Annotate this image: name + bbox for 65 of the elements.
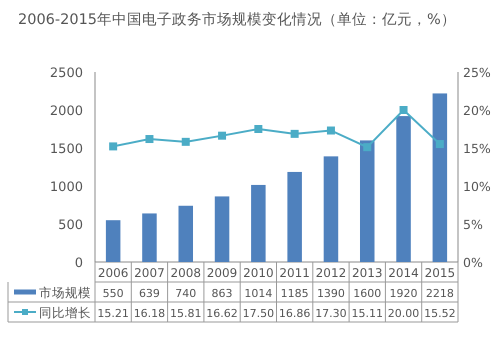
y2-tick-label: 15%	[463, 141, 491, 156]
point	[400, 106, 408, 114]
point	[254, 125, 262, 133]
x-tick-label: 2011	[279, 266, 310, 280]
point	[145, 135, 154, 144]
y-tick-label: 1500	[50, 142, 83, 157]
data-label: 20.00	[388, 307, 420, 320]
x-tick-label: 2007	[134, 266, 165, 280]
y-tick-label: 2000	[50, 104, 83, 119]
bar	[324, 156, 338, 262]
y-tick-label: 0	[74, 256, 83, 271]
data-label: 16.86	[278, 307, 310, 320]
data-label: 1920	[390, 287, 418, 300]
bar	[106, 220, 120, 262]
chart-title: 2006-2015年中国电子政务市场规模变化情况（单位：亿元，%）	[18, 11, 456, 28]
data-label: 16.62	[206, 307, 238, 320]
legend-label: 同比增长	[39, 305, 91, 320]
y-tick-label: 500	[58, 218, 83, 233]
bar	[178, 206, 194, 262]
y-tick-label: 1000	[50, 180, 83, 195]
data-label: 15.11	[352, 307, 383, 320]
x-tick-label: 2013	[352, 266, 383, 280]
y2-tick-label: 20%	[463, 103, 491, 118]
legend-label: 市场规模	[39, 285, 91, 300]
data-label: 1390	[316, 287, 345, 300]
data-label: 639	[138, 287, 160, 300]
data-label: 740	[175, 287, 196, 300]
bar	[287, 172, 302, 262]
point	[109, 142, 118, 150]
bar	[214, 196, 230, 262]
data-label: 550	[102, 287, 124, 300]
bar	[396, 116, 411, 262]
data-label: 16.18	[134, 307, 166, 320]
point	[363, 143, 372, 152]
data-label: 17.30	[315, 307, 347, 320]
data-label: 15.81	[170, 307, 202, 320]
x-tick-label: 2015	[424, 266, 456, 280]
data-label: 863	[212, 287, 233, 300]
point	[290, 130, 299, 138]
y2-tick-label: 5%	[463, 217, 483, 232]
data-label: 1185	[280, 287, 309, 300]
y-tick-label: 2500	[50, 66, 83, 81]
data-label: 1014	[244, 287, 272, 300]
data-label: 1600	[353, 287, 382, 300]
x-tick-label: 2014	[388, 266, 419, 280]
bar	[251, 184, 266, 262]
y2-tick-label: 0%	[463, 255, 483, 270]
x-tick-label: 2010	[243, 266, 274, 280]
x-tick-label: 2008	[170, 266, 202, 280]
point	[326, 126, 335, 135]
point	[436, 140, 444, 148]
data-label: 15.21	[97, 307, 129, 320]
x-tick-label: 2009	[206, 266, 238, 280]
y2-tick-label: 10%	[463, 179, 491, 194]
y2-tick-label: 25%	[463, 65, 491, 80]
point	[218, 132, 226, 140]
bar	[432, 93, 448, 262]
data-label: 2218	[426, 287, 454, 300]
x-tick-label: 2012	[316, 266, 346, 280]
bar	[360, 140, 375, 262]
x-tick-label: 2006	[98, 266, 128, 280]
point	[182, 138, 190, 146]
bar	[142, 213, 157, 262]
data-label: 15.52	[424, 307, 456, 320]
data-label: 17.50	[242, 307, 274, 320]
